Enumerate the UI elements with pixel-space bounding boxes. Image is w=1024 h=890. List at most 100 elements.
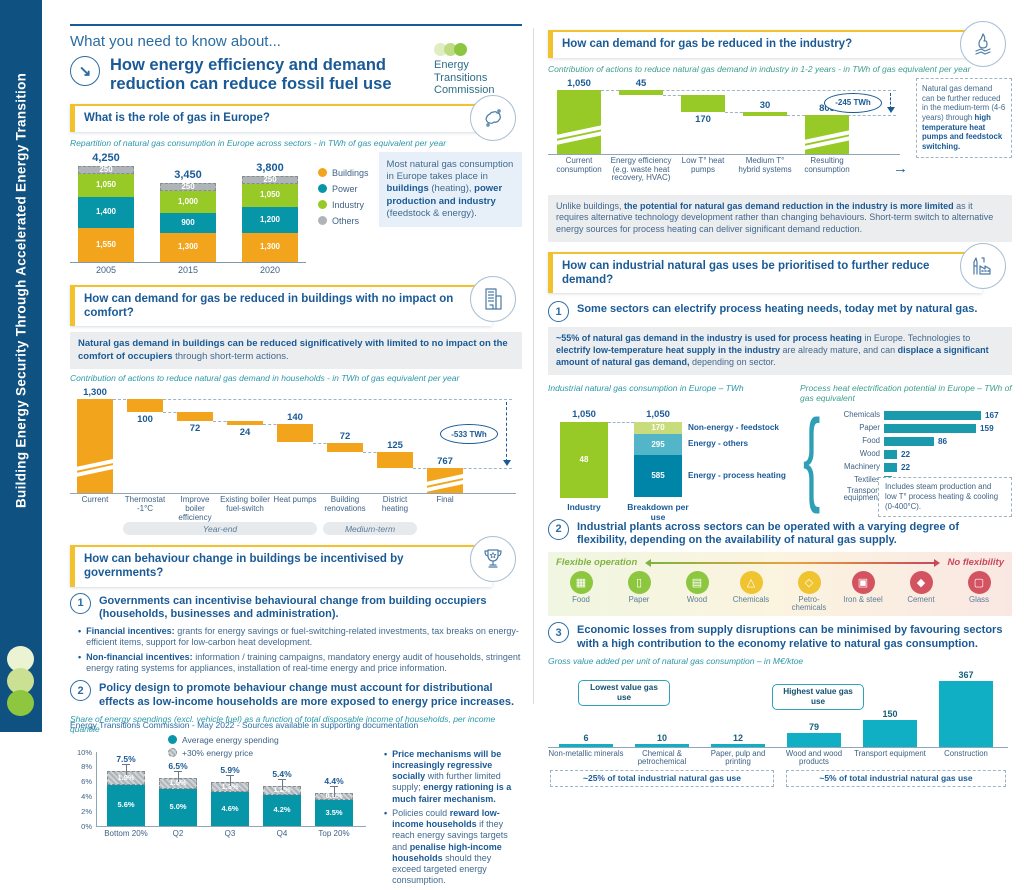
bullet-icon: •	[384, 807, 388, 818]
page-left: What you need to know about... ↘ How ene…	[70, 24, 522, 885]
level-dash	[113, 399, 512, 401]
value-label: 6	[583, 732, 589, 743]
point-number: 1	[70, 592, 91, 614]
error-whisker	[230, 774, 231, 786]
value-label: 100	[137, 414, 153, 426]
hbar-row: Chemicals 167	[820, 409, 1012, 422]
left-banner: Building Energy Security Through Acceler…	[0, 0, 42, 732]
total-label: 4,250	[92, 151, 120, 164]
flexibility-arrow-icon	[645, 558, 940, 567]
y-tick: 2%	[81, 806, 92, 816]
chart-subtitle: Repartition of natural gas consumption i…	[70, 137, 447, 148]
value-label: 1,300	[83, 387, 107, 399]
section-heading: What is the role of gas in Europe?	[70, 105, 492, 132]
sector-label: Iron & steel	[843, 595, 883, 605]
bullet-item: • Non-financial incentives: information /…	[78, 652, 522, 675]
segment-industry: 1,050	[78, 173, 134, 197]
europe-map-icon	[470, 94, 516, 141]
segment-industry: 1,000	[160, 190, 216, 213]
level-dash	[601, 89, 896, 91]
y-tick: 6%	[81, 777, 92, 787]
y-tick: 0%	[81, 821, 92, 831]
value-label: 150	[882, 708, 898, 719]
flexible-label: Flexible operation	[556, 557, 638, 569]
segment: 170	[634, 421, 682, 434]
waterfall-bar	[127, 399, 163, 413]
chart-gas-by-sector: 4,250 250 1,050 1,400 1,550 3,450 250 1,000 900 1…	[70, 152, 373, 275]
x-label: Transport equipment	[854, 748, 926, 758]
bullet-text: Non-financial incentives: information / …	[86, 651, 521, 673]
total-label: 5.4%	[272, 768, 292, 779]
value-label: 767	[437, 456, 453, 468]
section-heading: How can industrial natural gas uses be p…	[548, 253, 982, 294]
value-label: 159	[980, 423, 994, 433]
point-text: Industrial plants across sectors can be …	[577, 520, 960, 547]
page-divider	[533, 28, 534, 704]
waterfall-bar	[805, 114, 849, 154]
bar	[884, 436, 934, 446]
bullet-text: Policies could reward low-income househo…	[392, 807, 508, 886]
legend-item: Buildings	[318, 167, 369, 178]
x-label: Breakdown per use	[627, 501, 689, 522]
category-label: Food	[862, 436, 880, 446]
section-heading: How can demand for gas be reduced in the…	[548, 32, 982, 58]
bar	[939, 680, 993, 747]
industry-bar: 48	[560, 421, 608, 498]
value-label: 86	[938, 436, 948, 446]
x-label: Bottom 20%	[104, 828, 148, 838]
hbar-row: Paper 159	[820, 422, 1012, 435]
total-label: 1,050	[646, 408, 670, 420]
segment-label: Energy - process heating	[688, 470, 786, 480]
point-text: Some sectors can electrify process heati…	[577, 303, 978, 316]
page-title: How energy efficiency and demand reducti…	[110, 56, 392, 93]
x-label: Q4	[276, 828, 288, 838]
category-label: Wood	[859, 449, 880, 459]
sector-label: Wood	[686, 595, 708, 605]
point-text: Economic losses from supply disruptions …	[577, 624, 1003, 651]
waterfall-bar	[619, 89, 663, 95]
legend-item: Others	[318, 215, 369, 226]
x-label: Non-metallic minerals	[548, 748, 624, 758]
bar	[884, 410, 981, 420]
sector-item: ▦ Food	[556, 571, 606, 604]
bullet-text: Price mechanisms will be increasingly re…	[392, 748, 512, 804]
paper-icon: ▯	[627, 571, 651, 595]
sector-item: ◇ Petro-chemicals	[784, 571, 834, 612]
stacked-bar: 3,800 250 1,050 1,200 1,300	[242, 162, 298, 262]
category-label: Textiles	[854, 475, 880, 485]
chart-industry-gas-breakdown: 1,050 1,050 48 170 Non-energy - feedstock 295…	[548, 408, 796, 522]
bar	[884, 462, 897, 472]
bullet-icon: •	[78, 651, 82, 662]
waterfall-bar	[227, 421, 263, 426]
eyebrow: What you need to know about...	[70, 33, 281, 50]
segment-buildings: 1,300	[242, 232, 298, 262]
value-label: 30	[759, 99, 771, 111]
total-label: 6.5%	[168, 760, 188, 771]
segment-label: Energy - others	[688, 439, 749, 449]
bullet-item: • Financial incentives: grants for energy…	[78, 626, 522, 649]
sector-label: Chemicals	[732, 595, 770, 605]
gas-flame-icon	[960, 21, 1006, 67]
point-number: 2	[548, 518, 569, 540]
x-label: Construction	[944, 748, 988, 758]
chart-process-heat-potential: Chemicals 167 Paper 159 Food 86 Wood 22 Machiner…	[820, 409, 1012, 517]
sector-item: ◆ Cement	[896, 571, 946, 604]
segment-power: 1,400	[78, 196, 134, 228]
section-header-behaviour-change: How can behaviour change in buildings be…	[70, 536, 516, 587]
total-label: 3,450	[174, 168, 202, 181]
section-header-buildings-demand: How can demand for gas be reduced in bui…	[70, 275, 516, 327]
chart-buildings-reduction: 1,300 100 72 24 140 72 125 767 -533 TWh Current Th…	[70, 387, 516, 536]
brace-icon: {	[803, 398, 821, 515]
legend-item: Industry	[318, 199, 369, 210]
value-label: 10	[656, 732, 667, 743]
segment-buildings: 1,300	[160, 232, 216, 262]
x-label: Existing boiler fuel-switch	[220, 495, 270, 513]
waterfall-bar	[743, 111, 787, 116]
gas-role-note: Most natural gas consumption in Europe t…	[378, 151, 522, 228]
waterfall-bar	[427, 468, 463, 494]
reduction-badge: -245 TWh	[824, 92, 882, 113]
error-whisker	[334, 785, 335, 797]
bar	[559, 743, 613, 747]
stacked-bar: 3,450 250 1,000 900 1,300	[160, 169, 216, 262]
waterfall-bar	[557, 89, 601, 154]
